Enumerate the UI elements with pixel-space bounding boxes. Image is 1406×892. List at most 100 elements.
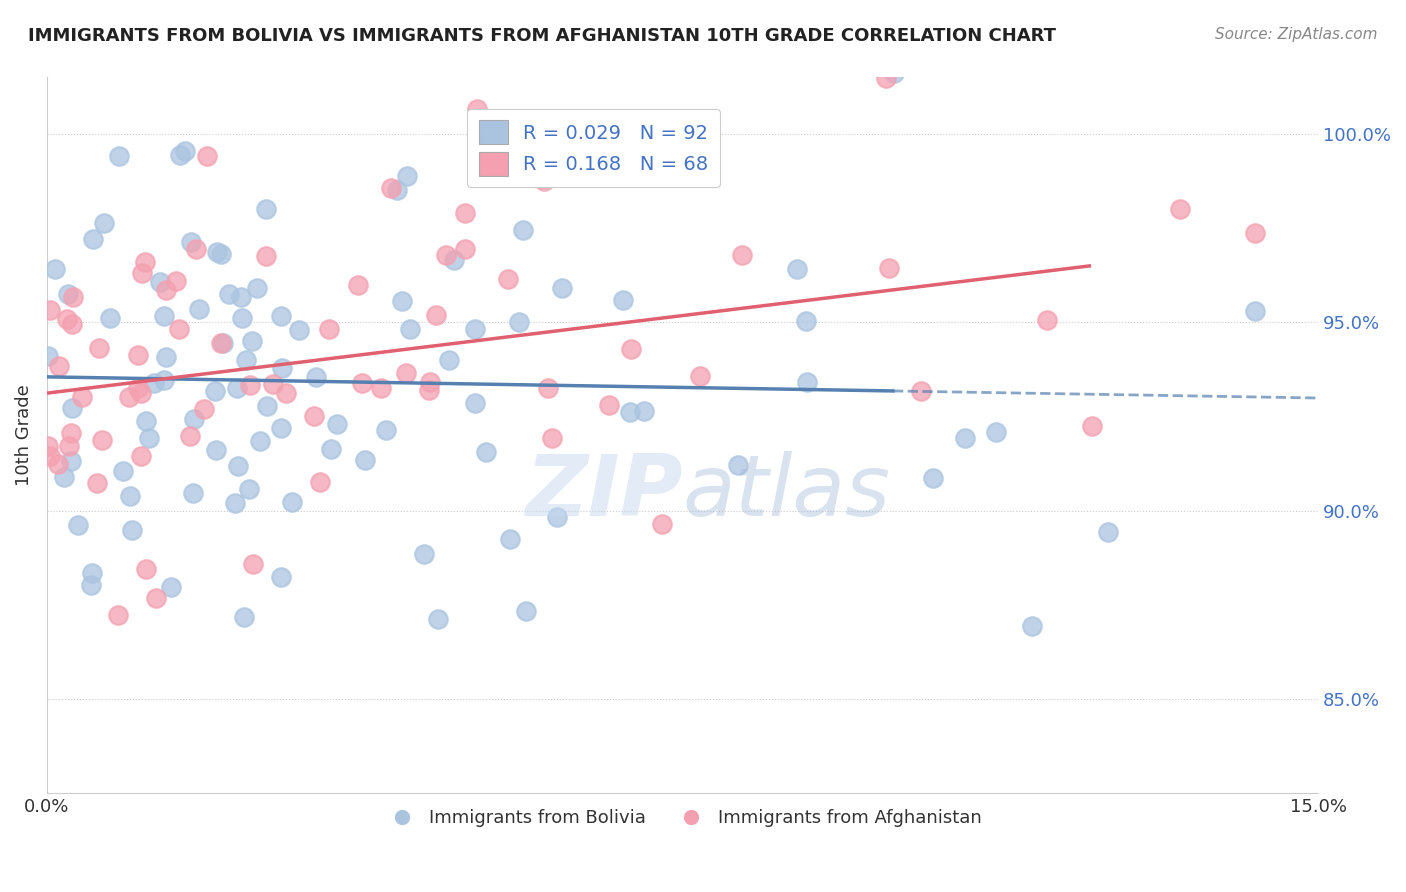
Point [209, 336, 232, 351]
Point [70, 390, 93, 404]
Point [689, 369, 711, 384]
Point [309, 475, 332, 490]
Point [46, 457, 69, 471]
Point [305, 369, 328, 384]
Point [619, 405, 641, 419]
Point [262, 377, 284, 392]
Point [883, 66, 905, 80]
Point [152, 373, 174, 387]
Point [380, 181, 402, 195]
Point [370, 381, 392, 395]
Point [224, 496, 246, 510]
Point [59, 425, 82, 440]
Point [152, 310, 174, 324]
Point [443, 252, 465, 267]
Point [318, 321, 340, 335]
Point [418, 383, 440, 397]
Point [475, 445, 498, 459]
Point [86, 475, 108, 490]
Point [877, 260, 900, 275]
Point [374, 423, 396, 437]
Point [598, 398, 620, 412]
Point [419, 376, 441, 390]
Point [326, 417, 349, 432]
Point [537, 381, 560, 395]
Point [181, 485, 204, 500]
Point [108, 149, 131, 163]
Point [205, 244, 228, 259]
Point [953, 431, 976, 445]
Point [240, 334, 263, 348]
Point [391, 294, 413, 309]
Point [399, 322, 422, 336]
Point [786, 262, 808, 277]
Point [540, 124, 562, 138]
Point [395, 169, 418, 184]
Point [270, 309, 292, 323]
Point [209, 246, 232, 260]
Point [731, 248, 754, 262]
Point [195, 149, 218, 163]
Point [80, 578, 103, 592]
Point [37, 440, 59, 454]
Point [515, 604, 537, 618]
Point [235, 352, 257, 367]
Point [131, 267, 153, 281]
Point [37, 349, 59, 363]
Point [249, 434, 271, 448]
Point [218, 287, 240, 301]
Point [394, 366, 416, 380]
Point [254, 202, 277, 217]
Point [53, 470, 76, 484]
Point [464, 395, 486, 409]
Point [134, 255, 156, 269]
Point [211, 336, 233, 351]
Point [464, 322, 486, 336]
Point [135, 414, 157, 428]
Point [98, 311, 121, 326]
Point [287, 323, 309, 337]
Point [270, 420, 292, 434]
Point [533, 174, 555, 188]
Point [184, 242, 207, 256]
Point [434, 248, 457, 262]
Point [60, 317, 83, 331]
Point [173, 144, 195, 158]
Point [270, 570, 292, 584]
Point [82, 232, 104, 246]
Point [121, 523, 143, 537]
Point [254, 249, 277, 263]
Point [44, 261, 66, 276]
Point [59, 454, 82, 468]
Point [127, 348, 149, 362]
Point [165, 274, 187, 288]
Legend: Immigrants from Bolivia, Immigrants from Afghanistan: Immigrants from Bolivia, Immigrants from… [377, 802, 988, 834]
Point [149, 275, 172, 289]
Point [508, 315, 530, 329]
Point [58, 439, 80, 453]
Point [426, 612, 449, 626]
Y-axis label: 10th Grade: 10th Grade [15, 384, 32, 486]
Point [167, 322, 190, 336]
Point [633, 403, 655, 417]
Point [1097, 524, 1119, 539]
Point [169, 148, 191, 162]
Point [875, 71, 897, 86]
Point [82, 566, 104, 580]
Point [107, 607, 129, 622]
Point [58, 286, 80, 301]
Point [131, 450, 153, 464]
Point [412, 547, 434, 561]
Point [620, 343, 643, 357]
Point [179, 429, 201, 443]
Point [56, 312, 79, 326]
Point [231, 289, 253, 303]
Point [160, 580, 183, 594]
Point [496, 272, 519, 286]
Point [205, 442, 228, 457]
Point [145, 591, 167, 605]
Point [226, 381, 249, 395]
Point [302, 409, 325, 424]
Point [239, 378, 262, 392]
Point [38, 449, 60, 463]
